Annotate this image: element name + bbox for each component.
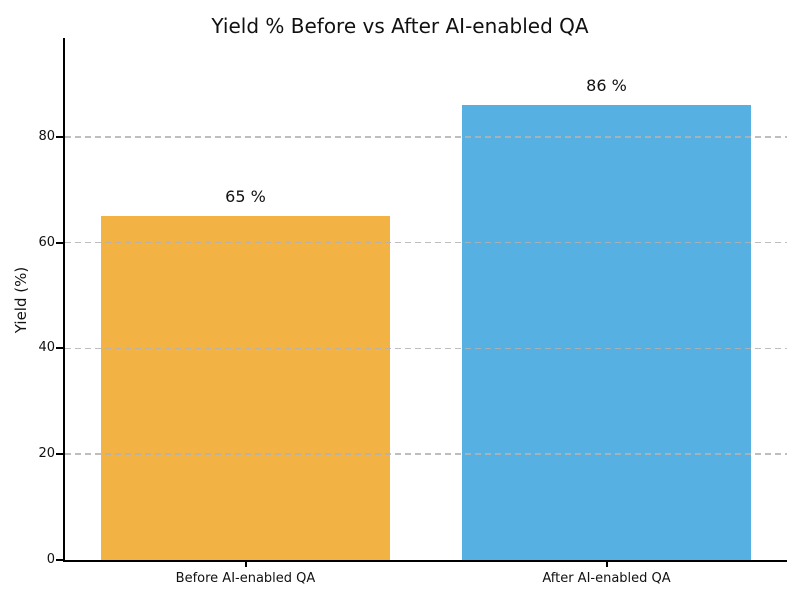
gridline-y-40 — [65, 347, 787, 350]
bar-value-label: 65 % — [225, 187, 266, 207]
x-tick-label-before-ai-enabled-qa: Before AI-enabled QA — [175, 571, 316, 586]
y-tick-label-40: 40 — [38, 340, 55, 356]
gridline-y-20 — [65, 453, 787, 455]
y-tick-mark — [56, 559, 65, 561]
y-axis-label: Yield (%) — [12, 266, 30, 334]
y-tick-label-0: 0 — [46, 552, 55, 567]
y-tick-label-80: 80 — [38, 128, 55, 144]
x-axis-spine — [63, 560, 787, 562]
y-tick-label-60: 60 — [38, 234, 55, 250]
gridline-y-60 — [65, 241, 787, 244]
y-tick-mark — [56, 241, 65, 244]
y-tick-label-20: 20 — [38, 446, 55, 462]
y-tick-mark — [56, 347, 65, 350]
bar-before-ai-enabled-qa — [101, 216, 390, 560]
y-tick-mark — [56, 453, 65, 456]
gridline-y-80 — [65, 136, 787, 138]
plot-area: 65 % Before AI-enabled QA 86 % After AI-ena… — [38, 38, 787, 586]
y-tick-mark — [56, 135, 65, 138]
y-axis-spine — [63, 38, 65, 562]
bar-value-label: 86 % — [586, 76, 627, 96]
chart-title: Yield % Before vs After AI-enabled QA — [211, 14, 589, 38]
x-tick-mark — [244, 560, 247, 567]
x-tick-label-after-ai-enabled-qa: After AI-enabled QA — [542, 571, 671, 586]
x-tick-mark — [605, 560, 608, 567]
bar-after-ai-enabled-qa — [462, 105, 751, 560]
